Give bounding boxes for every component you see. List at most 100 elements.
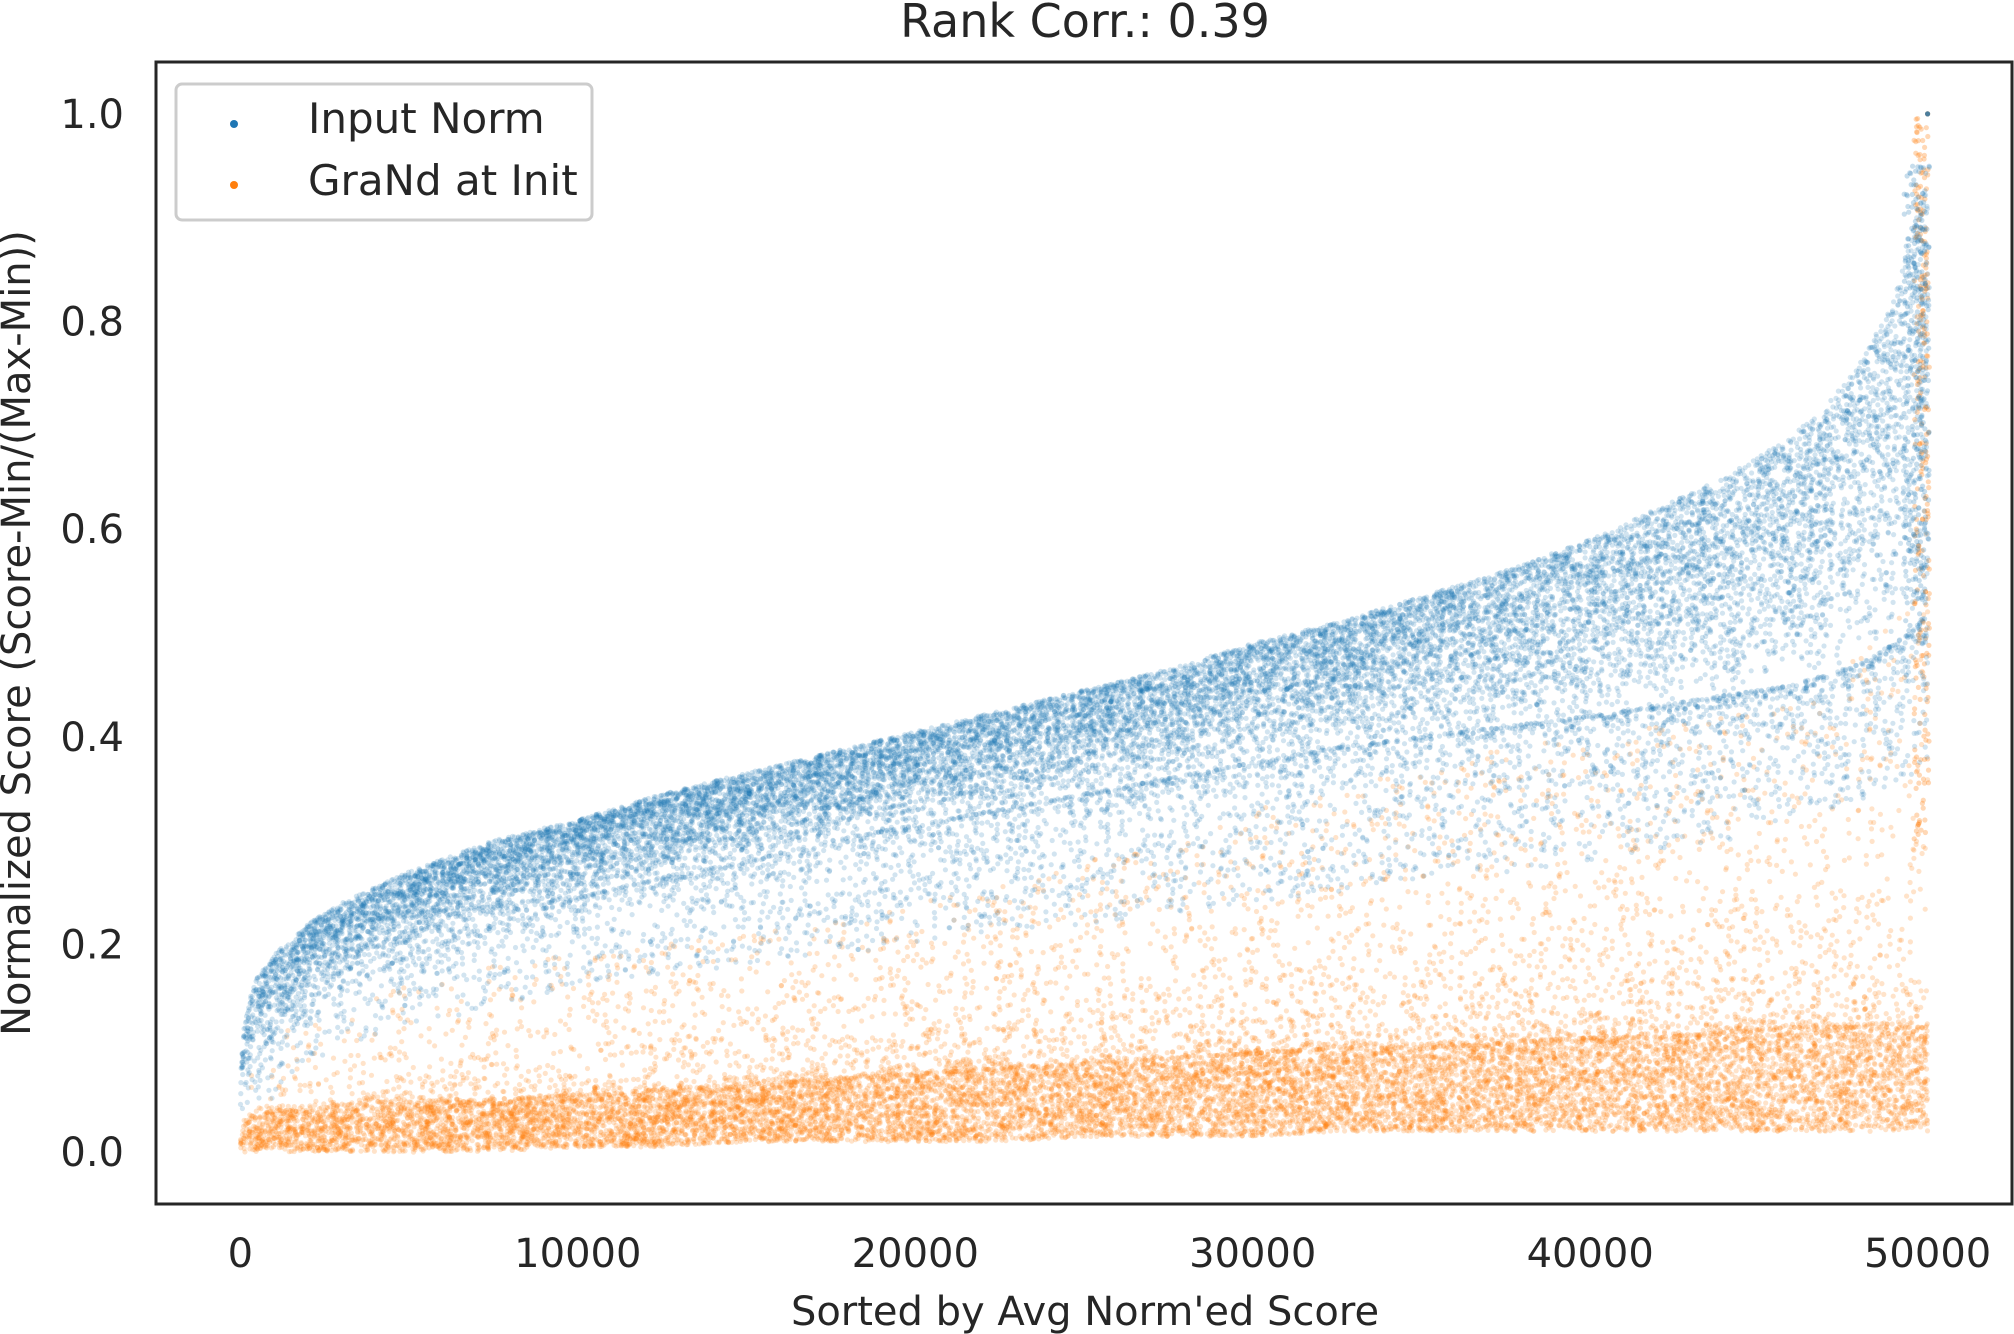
grand-at-init-point bbox=[1770, 1055, 1776, 1061]
grand-at-init-point bbox=[1288, 1100, 1294, 1106]
grand-at-init-point bbox=[486, 1128, 492, 1134]
grand-at-init-point bbox=[1666, 1120, 1672, 1126]
grand-at-init-point bbox=[1434, 1103, 1440, 1109]
grand-at-init-point bbox=[1297, 1095, 1303, 1101]
grand-at-init-point bbox=[662, 1114, 668, 1120]
grand-at-init-point bbox=[1858, 1093, 1864, 1099]
grand-at-init-point bbox=[657, 1136, 663, 1142]
grand-at-init-point bbox=[1429, 1068, 1435, 1074]
grand-at-init-point bbox=[1410, 1074, 1416, 1080]
grand-at-init-point bbox=[1342, 1128, 1348, 1134]
grand-at-init-point bbox=[1051, 1132, 1057, 1138]
grand-at-init-point bbox=[1783, 1042, 1790, 1048]
grand-at-init-point bbox=[1133, 1099, 1139, 1105]
grand-at-init-point bbox=[1814, 1118, 1821, 1124]
grand-at-init-point bbox=[1414, 1091, 1420, 1097]
grand-at-init-point bbox=[1788, 1069, 1794, 1075]
grand-at-init-point bbox=[1638, 1094, 1644, 1100]
grand-at-init-point bbox=[1228, 1133, 1234, 1139]
grand-at-init-point bbox=[1340, 1115, 1346, 1121]
grand-at-init-point bbox=[1357, 1110, 1363, 1116]
grand-at-init-point bbox=[1063, 1101, 1069, 1107]
grand-at-init-point bbox=[907, 1085, 913, 1091]
grand-at-init-point bbox=[288, 1148, 294, 1154]
grand-at-init-point bbox=[1071, 1081, 1077, 1087]
grand-at-init-point bbox=[1664, 1112, 1671, 1118]
grand-at-init-point bbox=[238, 1139, 244, 1145]
grand-at-init-point bbox=[1798, 1126, 1804, 1133]
grand-at-init-point bbox=[1886, 1102, 1892, 1108]
grand-at-init-point bbox=[1579, 1049, 1586, 1055]
grand-at-init-point bbox=[1004, 1095, 1010, 1101]
grand-at-init-point bbox=[641, 1104, 647, 1110]
grand-at-init-point bbox=[1873, 1116, 1879, 1122]
grand-at-init-point bbox=[788, 1118, 794, 1124]
grand-at-init-point bbox=[825, 1127, 831, 1133]
grand-at-init-point bbox=[1603, 1079, 1609, 1085]
grand-at-init-point bbox=[437, 1131, 443, 1137]
grand-at-init-point bbox=[1264, 1069, 1270, 1075]
grand-at-init-point bbox=[1211, 1082, 1218, 1088]
grand-at-init-point bbox=[1873, 1121, 1879, 1127]
grand-at-init-point bbox=[1059, 1076, 1065, 1082]
grand-at-init-point bbox=[1071, 1085, 1077, 1091]
grand-at-init-point bbox=[862, 1093, 869, 1099]
grand-at-init-point bbox=[553, 1138, 559, 1144]
grand-at-init-point bbox=[1544, 1122, 1550, 1129]
grand-at-init-point bbox=[1433, 1075, 1439, 1081]
grand-at-init-point bbox=[1733, 1068, 1739, 1074]
grand-at-init-point bbox=[1317, 1119, 1323, 1125]
grand-at-init-point bbox=[1088, 1109, 1094, 1115]
grand-at-init-point bbox=[371, 1148, 377, 1154]
grand-at-init-point bbox=[1826, 1100, 1832, 1106]
grand-at-init-point bbox=[1108, 1097, 1114, 1103]
grand-at-init-point bbox=[1740, 1110, 1746, 1116]
grand-at-init-point bbox=[708, 1119, 714, 1125]
grand-at-init-point bbox=[1852, 1063, 1858, 1069]
grand-at-init-point bbox=[1669, 1079, 1675, 1085]
grand-at-init-point bbox=[1331, 1078, 1337, 1084]
grand-at-init-point bbox=[606, 1133, 612, 1139]
grand-at-init-point bbox=[595, 1096, 602, 1103]
grand-at-init-point bbox=[1015, 1101, 1021, 1107]
grand-at-init-point bbox=[1847, 1080, 1853, 1086]
grand-at-init-point bbox=[813, 1101, 819, 1107]
grand-at-init-point bbox=[1622, 1048, 1628, 1054]
grand-at-init-point bbox=[828, 1138, 834, 1144]
grand-at-init-point bbox=[1708, 1052, 1714, 1058]
grand-at-init-point bbox=[1259, 1053, 1266, 1059]
grand-at-init-point bbox=[358, 1148, 364, 1154]
grand-at-init-point bbox=[872, 1093, 878, 1099]
grand-at-init-point bbox=[1353, 1052, 1359, 1058]
grand-at-init-point bbox=[1461, 1089, 1467, 1095]
grand-at-init-point bbox=[657, 1092, 664, 1098]
grand-at-init-point bbox=[987, 1070, 993, 1076]
grand-at-init-point bbox=[1571, 1108, 1577, 1114]
grand-at-init-point bbox=[786, 1113, 793, 1119]
grand-at-init-point bbox=[1550, 1095, 1556, 1101]
scatter-points bbox=[237, 111, 1932, 1155]
grand-at-init-point bbox=[1910, 1119, 1916, 1125]
grand-at-init-point bbox=[1048, 1121, 1054, 1127]
grand-at-init-point bbox=[853, 1134, 859, 1140]
grand-at-init-point bbox=[1685, 1107, 1691, 1114]
grand-at-init-point bbox=[1112, 1090, 1118, 1096]
grand-at-init-point bbox=[696, 1105, 702, 1111]
grand-at-init-point bbox=[1856, 1072, 1862, 1078]
grand-at-init-point bbox=[1838, 1089, 1844, 1095]
grand-at-init-point bbox=[1387, 1057, 1393, 1063]
grand-at-init-point bbox=[896, 1131, 903, 1137]
grand-at-init-point bbox=[1890, 1048, 1896, 1054]
grand-at-init-point bbox=[1903, 1097, 1909, 1103]
grand-at-init-point bbox=[1187, 1063, 1193, 1069]
grand-at-init-point bbox=[963, 1073, 969, 1079]
grand-at-init-point bbox=[1438, 1099, 1444, 1105]
grand-at-init-point bbox=[783, 1089, 789, 1096]
grand-at-init-point bbox=[1272, 1061, 1278, 1067]
grand-at-init-point bbox=[596, 1119, 602, 1125]
grand-at-init-point bbox=[1755, 1119, 1761, 1125]
grand-at-init-point bbox=[1230, 1077, 1237, 1083]
grand-at-init-point bbox=[1845, 1099, 1851, 1105]
grand-at-init-point bbox=[1763, 1100, 1769, 1106]
grand-at-init-point bbox=[964, 1077, 970, 1083]
